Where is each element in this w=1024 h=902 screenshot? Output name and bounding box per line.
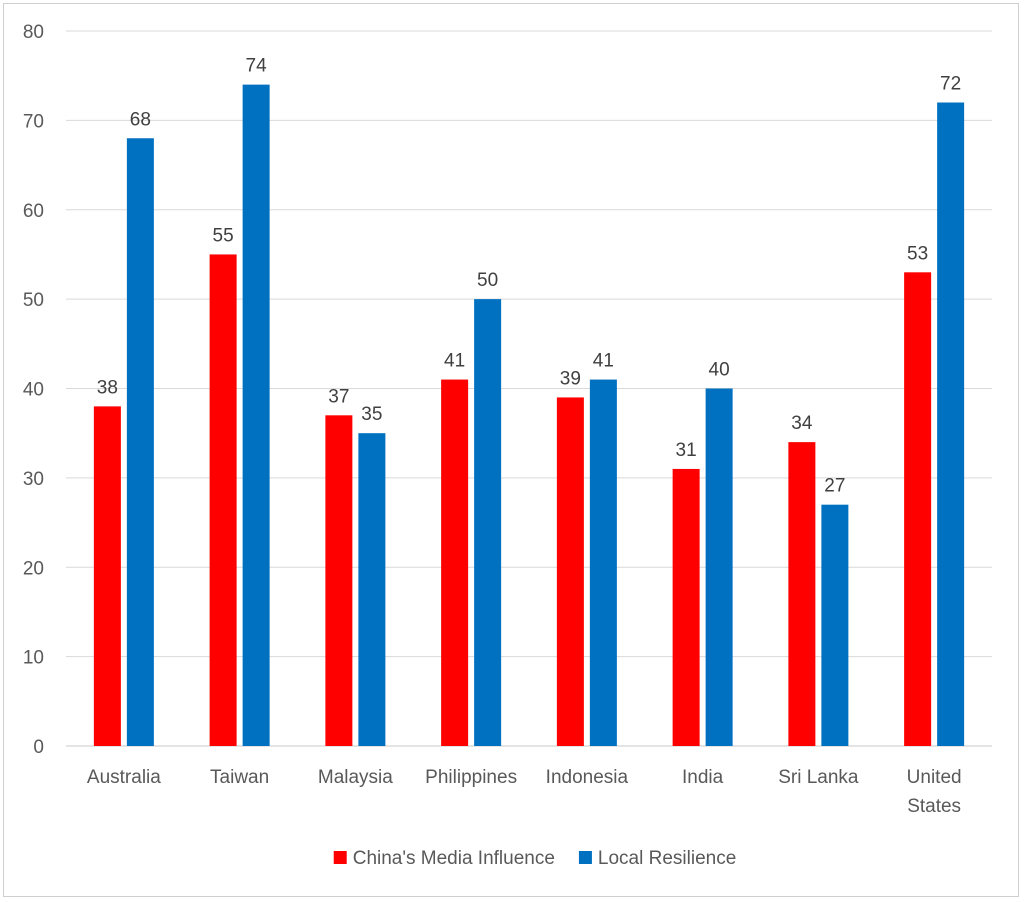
bar-china-media-influence (209, 254, 237, 746)
data-label: 35 (361, 404, 382, 425)
y-tick-label: 30 (23, 469, 44, 490)
x-axis-categories: Australia Taiwan Malaysia Philippines Indone… (87, 767, 962, 817)
y-tick-label: 70 (23, 111, 44, 132)
bar-china-media-influence (441, 379, 469, 746)
bar-local-resilience (242, 84, 270, 746)
data-label: 34 (791, 413, 813, 434)
bar-local-resilience (589, 379, 617, 746)
chart-frame (3, 3, 1019, 897)
data-label: 74 (246, 56, 268, 77)
legend-label: China's Media Influence (353, 848, 555, 869)
data-label: 41 (593, 351, 614, 372)
data-label: 72 (940, 74, 961, 95)
legend: China's Media Influence Local Resilience (333, 848, 736, 869)
bars (93, 84, 965, 746)
bar-china-media-influence (93, 406, 121, 746)
y-tick-label: 50 (23, 290, 44, 311)
data-label: 31 (676, 440, 697, 461)
x-category-label: Indonesia (546, 767, 629, 788)
data-label: 38 (97, 377, 118, 398)
data-label: 50 (477, 270, 498, 291)
y-axis-ticks: 0 10 20 30 40 50 60 70 80 (23, 22, 44, 758)
bar-china-media-influence (904, 272, 932, 746)
x-category-label: Australia (87, 767, 161, 788)
y-tick-label: 60 (23, 201, 44, 222)
x-category-label: Taiwan (210, 767, 269, 788)
data-label: 27 (824, 476, 845, 497)
x-category-label: United (907, 767, 962, 788)
bar-china-media-influence (788, 442, 816, 746)
bar-local-resilience (474, 299, 502, 746)
legend-swatch-china-media-influence (333, 851, 347, 864)
bar-china-media-influence (672, 468, 700, 746)
bar-local-resilience (126, 138, 154, 746)
data-labels: 38 68 55 74 37 35 41 50 39 41 31 40 34 27 53 72 (97, 56, 961, 497)
legend-swatch-local-resilience (578, 851, 592, 864)
data-label: 53 (907, 243, 928, 264)
bar-china-media-influence (556, 397, 584, 746)
y-tick-label: 0 (33, 737, 44, 758)
x-category-label: India (682, 767, 724, 788)
y-tick-label: 80 (23, 22, 44, 43)
data-label: 40 (709, 360, 730, 381)
data-label: 68 (130, 109, 151, 130)
x-category-label: Philippines (425, 767, 517, 788)
y-tick-label: 40 (23, 380, 44, 401)
legend-label: Local Resilience (598, 848, 736, 869)
data-label: 39 (560, 368, 581, 389)
bar-local-resilience (937, 102, 965, 746)
x-category-label: Sri Lanka (778, 767, 859, 788)
bar-china-media-influence (325, 415, 353, 746)
x-category-label: Malaysia (318, 767, 393, 788)
gridlines (66, 30, 992, 747)
bar-local-resilience (705, 388, 733, 746)
bar-local-resilience (358, 433, 386, 746)
data-label: 37 (328, 386, 349, 407)
y-tick-label: 10 (23, 648, 44, 669)
bar-local-resilience (821, 504, 849, 746)
data-label: 55 (213, 225, 234, 246)
x-category-label: States (907, 796, 961, 817)
data-label: 41 (444, 351, 465, 372)
y-tick-label: 20 (23, 558, 44, 579)
